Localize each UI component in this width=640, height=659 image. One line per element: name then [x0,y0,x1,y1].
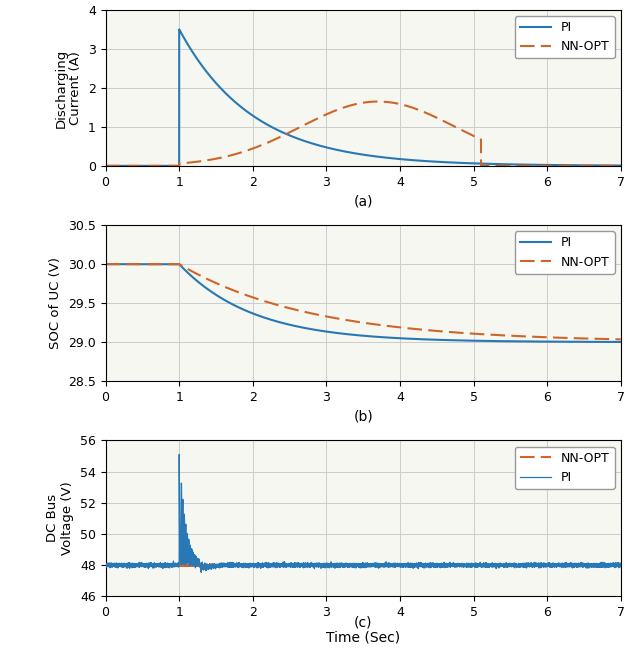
Line: PI: PI [106,455,621,572]
Legend: NN-OPT, PI: NN-OPT, PI [515,447,614,489]
NN-OPT [374,98,381,105]
Legend: PI, NN-OPT: PI, NN-OPT [515,16,614,59]
NN-OPT [208,560,216,568]
PI [197,568,205,576]
PI [183,268,191,276]
NN-OPT [567,162,575,170]
NN-OPT [220,282,227,290]
X-axis label: (a): (a) [353,194,373,208]
NN-OPT [218,154,226,161]
PI [220,87,227,95]
Y-axis label: DC Bus
Voltage (V): DC Bus Voltage (V) [46,482,74,556]
PI [296,323,303,331]
Line: NN-OPT: NN-OPT [106,264,621,339]
NN-OPT [567,334,575,342]
NN-OPT [296,123,303,131]
NN-OPT [183,159,191,167]
Line: PI: PI [106,264,621,342]
PI [218,86,226,94]
PI [220,295,227,303]
Line: PI: PI [106,30,621,166]
NN-OPT [183,265,191,273]
NN-OPT [218,281,226,289]
PI [175,451,183,459]
NN-OPT [183,561,191,569]
Text: Time (Sec): Time (Sec) [326,631,400,645]
PI [222,559,230,567]
NN-OPT [102,162,109,170]
PI [102,561,109,569]
PI [102,260,109,268]
NN-OPT [567,561,575,569]
PI [183,531,191,539]
NN-OPT [461,562,469,570]
NN-OPT [296,561,304,569]
PI [617,338,625,346]
PI [567,559,575,567]
NN-OPT [220,154,227,161]
NN-OPT [617,561,625,569]
NN-OPT [617,162,625,170]
Line: NN-OPT: NN-OPT [106,101,621,166]
NN-OPT [218,561,226,569]
PI [218,562,226,570]
NN-OPT [296,307,303,315]
PI [218,295,226,302]
PI [296,561,304,569]
NN-OPT [617,335,625,343]
PI [617,161,625,169]
PI [175,26,183,34]
PI [102,162,109,170]
PI [222,297,230,304]
NN-OPT [220,561,227,569]
Legend: PI, NN-OPT: PI, NN-OPT [515,231,614,273]
NN-OPT [102,260,109,268]
Text: (c): (c) [354,615,372,629]
Y-axis label: Discharging
Current (A): Discharging Current (A) [54,48,83,127]
PI [567,161,575,169]
PI [220,562,227,570]
X-axis label: (b): (b) [353,409,373,424]
Line: NN-OPT: NN-OPT [106,564,621,566]
PI [617,561,625,569]
NN-OPT [222,283,230,291]
Y-axis label: SOC of UC (V): SOC of UC (V) [49,257,63,349]
PI [296,135,304,143]
PI [222,90,230,98]
NN-OPT [222,561,230,569]
NN-OPT [102,561,109,569]
PI [183,40,191,47]
PI [567,338,575,346]
NN-OPT [222,153,230,161]
